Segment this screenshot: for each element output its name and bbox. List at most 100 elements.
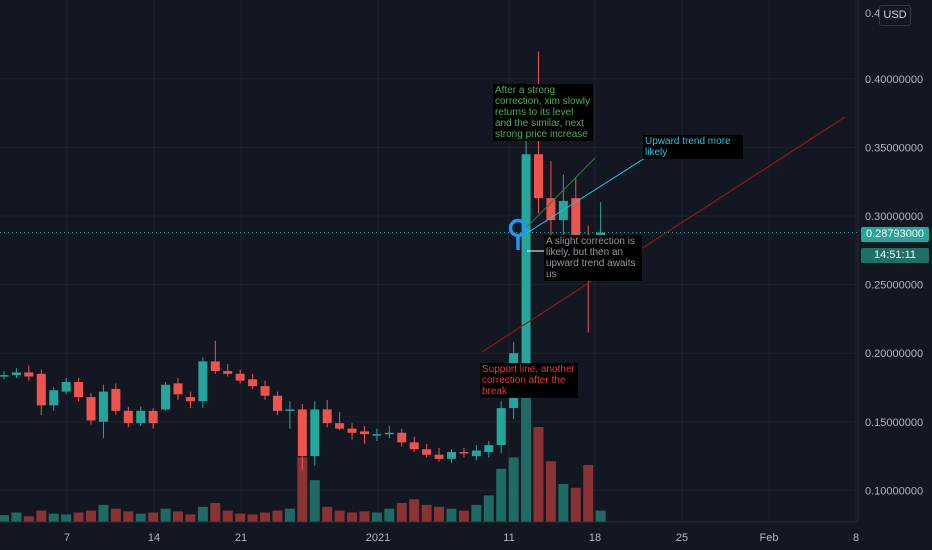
volume-bar <box>48 513 59 522</box>
volume-bar <box>11 512 22 522</box>
candle-body <box>297 409 307 457</box>
time-tick-label: 21 <box>235 532 247 544</box>
time-tick-label: Feb <box>760 532 779 544</box>
annotation-grey[interactable]: A slight correction is likely, but then … <box>544 235 642 281</box>
candle-body <box>335 423 345 429</box>
candle-body <box>310 409 320 457</box>
volume-bar <box>297 457 308 522</box>
candle-body <box>148 410 158 424</box>
volume-bar <box>558 484 569 522</box>
cyan-arrow-line[interactable] <box>526 157 646 234</box>
candle-body <box>74 382 84 398</box>
candle-body <box>248 379 258 387</box>
time-tick-label: 2021 <box>366 532 390 544</box>
time-axis[interactable]: 7 14 21 2021 11 18 25 Feb 8 <box>64 532 859 544</box>
volume-bar <box>545 461 556 522</box>
price-tick-label: 0.35000000 <box>865 142 923 154</box>
countdown-tag: 14:51:11 <box>861 248 929 263</box>
candle-body <box>272 395 282 411</box>
time-tick-label: 25 <box>676 532 688 544</box>
price-tick-label: 0.15000000 <box>865 417 923 429</box>
candle-body <box>359 431 369 435</box>
volume-bar <box>334 510 345 522</box>
green-arrow-line[interactable] <box>526 157 596 228</box>
candle-body <box>136 410 146 424</box>
volume-bar <box>36 510 47 522</box>
candle-body <box>223 371 233 374</box>
volume-bar <box>508 457 519 522</box>
candle-body <box>123 410 133 424</box>
volume-bar <box>371 512 382 522</box>
candle-body <box>409 442 419 450</box>
volume-bar <box>185 514 196 522</box>
candle-body <box>61 382 71 392</box>
candle-body <box>347 428 357 433</box>
candle-body <box>496 408 506 446</box>
candle-body <box>397 432 407 443</box>
volume-bar <box>235 513 246 522</box>
last-price-tag: 0.28793000 <box>861 227 929 242</box>
volume-bar <box>583 465 594 522</box>
volume-bar <box>421 504 432 522</box>
candle-body <box>322 409 332 424</box>
candle-body <box>260 386 270 396</box>
volume-bar <box>595 510 606 522</box>
volume-bar <box>123 511 134 522</box>
volume-bar <box>160 508 171 522</box>
volume-bar <box>247 514 258 522</box>
volume-bar <box>384 508 395 522</box>
volume-bar <box>86 510 97 522</box>
candle-body <box>173 383 183 395</box>
candle-body <box>98 391 108 422</box>
time-tick-label: 11 <box>503 532 514 544</box>
price-tick-label: 0.20000000 <box>865 348 923 360</box>
candle-body <box>558 200 568 221</box>
support-line[interactable] <box>481 116 846 353</box>
volume-bar <box>347 512 358 522</box>
volume-bar <box>483 495 494 522</box>
price-tick-label: 0.10000000 <box>865 485 923 497</box>
time-tick-label: 8 <box>853 532 859 544</box>
volume-bar <box>458 510 469 522</box>
candle-body <box>285 409 295 411</box>
annotation-green[interactable]: After a strong correction, xim slowly re… <box>493 84 593 141</box>
time-tick-label: 7 <box>64 532 70 544</box>
price-tick-label: 0.40000000 <box>865 74 923 86</box>
volume-bar <box>396 503 407 522</box>
candle-body <box>546 198 556 221</box>
candle-body <box>49 390 59 406</box>
price-axis[interactable]: 0.40000000 0.35000000 0.30000000 0.25000000… <box>865 8 923 497</box>
candle-body <box>521 154 531 366</box>
volume-bar <box>284 508 295 522</box>
volume-bar <box>272 510 283 522</box>
annotation-cyan[interactable]: Upward trend more likely <box>643 135 743 159</box>
volume-bar <box>309 480 320 522</box>
candle-body <box>434 454 444 459</box>
candle-body <box>185 397 195 402</box>
volume-bar <box>210 503 221 522</box>
candle-body <box>384 432 394 435</box>
volume-bar <box>61 514 72 522</box>
candle-body <box>0 375 9 377</box>
candle-body <box>533 154 543 199</box>
volume-bar <box>446 508 457 522</box>
candle-body <box>372 434 382 436</box>
currency-button[interactable]: USD <box>879 5 911 26</box>
candle-body <box>111 388 121 411</box>
volume-bar <box>521 373 532 522</box>
candle-body <box>86 397 96 421</box>
price-tick-label: 0.25000000 <box>865 280 923 292</box>
volume-bar <box>148 512 159 522</box>
volume-bars <box>0 373 606 522</box>
location-marker-icon[interactable] <box>508 218 528 238</box>
candle-body <box>484 445 494 452</box>
volume-bar <box>173 511 184 522</box>
candle-body <box>422 449 432 455</box>
volume-bar <box>98 504 109 522</box>
volume-bar <box>23 516 34 522</box>
annotation-red[interactable]: Support line, another correction after t… <box>480 363 578 398</box>
volume-bar <box>110 508 121 522</box>
candle-body <box>459 451 469 454</box>
volume-bar <box>359 511 370 522</box>
